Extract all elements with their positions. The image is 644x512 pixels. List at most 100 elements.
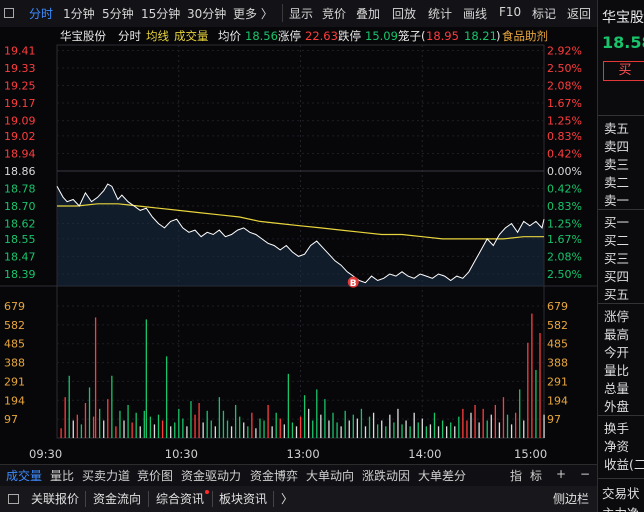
volume-bar: [88, 387, 91, 438]
draw-button[interactable]: 画线: [463, 7, 488, 21]
volume-bar: [230, 426, 233, 438]
volume-bar: [243, 422, 245, 438]
sidebar-label-12: 今开: [604, 345, 630, 360]
volume-bar: [543, 414, 545, 438]
volume-bar: [433, 412, 436, 438]
overlay-button[interactable]: 叠加: [356, 7, 381, 21]
price-tick-0: 19.41: [4, 44, 36, 57]
tab-5min[interactable]: 5分钟: [102, 7, 134, 21]
volume-bar: [202, 422, 204, 438]
auction-button[interactable]: 竞价: [322, 7, 347, 21]
related-quotes-button[interactable]: 关联报价: [31, 492, 80, 506]
tab-timeshare[interactable]: 分时: [29, 7, 54, 21]
volume-bar: [377, 424, 379, 438]
volume-bar: [111, 375, 113, 438]
time-label-3: 14:00: [408, 447, 441, 461]
tab-volume-ratio[interactable]: 量比: [50, 469, 75, 483]
buy-button[interactable]: 买: [603, 61, 644, 81]
volume-bar: [360, 408, 363, 438]
price-tick-6: 18.94: [4, 147, 36, 160]
vol-tick-left-5: 194: [4, 394, 25, 407]
display-button[interactable]: 显示: [289, 7, 314, 21]
tab-volume[interactable]: 成交量: [6, 469, 43, 483]
volume-bar: [198, 403, 200, 438]
volume-bar: [186, 426, 188, 438]
volume-bar: [397, 408, 399, 438]
zoom-in-button[interactable]: +: [556, 467, 567, 481]
indicator-button[interactable]: 指: [510, 469, 523, 483]
tab-fund-drive[interactable]: 资金驱动力: [181, 469, 242, 483]
volume-bar: [531, 313, 533, 438]
cage-close: ): [496, 29, 501, 43]
volume-bar: [194, 414, 196, 438]
volume-bar: [474, 404, 476, 438]
volume-bar: [462, 408, 464, 438]
buy-marker-label: B: [350, 279, 357, 289]
volume-bar: [401, 424, 403, 438]
volume-bar: [519, 389, 521, 438]
sidebar-label-5: 买一: [604, 215, 630, 230]
volume-bar: [206, 410, 208, 438]
news-button[interactable]: 综合资讯: [156, 492, 205, 506]
f10-button[interactable]: F10: [499, 5, 522, 19]
pct-tick-2: 2.08%: [547, 80, 582, 93]
volume-bar: [506, 414, 509, 438]
panel-toggle-icon[interactable]: [8, 494, 19, 504]
vol-tick-left-6: 97: [4, 413, 18, 426]
volume-bar: [356, 418, 359, 438]
volume-bar: [157, 414, 160, 438]
volume-bar: [510, 424, 513, 438]
volume-bar: [84, 403, 87, 438]
tab-fund-game[interactable]: 资金博弈: [250, 469, 299, 483]
fund-flow-button[interactable]: 资金流向: [93, 492, 142, 506]
tab-15min[interactable]: 15分钟: [141, 7, 181, 21]
indicator-button-2[interactable]: 标: [530, 469, 543, 483]
tab-big-order-diff[interactable]: 大单差分: [418, 469, 467, 483]
volume-bar: [143, 410, 145, 438]
tab-more[interactable]: 更多 〉: [233, 7, 273, 21]
stock-name: 华宝股份: [60, 29, 106, 43]
pct-tick-3: 1.67%: [547, 97, 582, 110]
sidebar-label-0: 卖五: [604, 121, 630, 136]
replay-button[interactable]: 回放: [392, 7, 417, 21]
volume-bar: [68, 375, 70, 438]
tab-auction-chart[interactable]: 竞价图: [137, 469, 174, 483]
chevron-right-icon[interactable]: 〉: [281, 492, 294, 506]
volume-bar: [409, 426, 411, 438]
sidebar-label-2: 卖三: [604, 157, 630, 172]
volume-bar: [178, 408, 180, 438]
layout-icon[interactable]: [4, 8, 14, 18]
vol-tick-right-4: 291: [547, 375, 568, 388]
back-button[interactable]: 返回: [567, 7, 592, 21]
volume-bar: [348, 420, 350, 438]
tab-big-order[interactable]: 大单动向: [306, 469, 355, 483]
vol-tick-right-0: 679: [547, 300, 568, 313]
price-line: [56, 183, 545, 284]
sidebar-toggle-button[interactable]: 侧边栏: [553, 492, 590, 506]
volume-bar: [446, 426, 448, 438]
limit-down-label: 跌停: [338, 29, 361, 43]
volume-bar: [165, 356, 168, 438]
stats-button[interactable]: 统计: [428, 7, 453, 21]
tab-change-cause[interactable]: 涨跌动因: [362, 469, 411, 483]
mode-label: 分时: [118, 29, 141, 43]
vol-tick-right-3: 388: [547, 357, 568, 370]
price-tick-8: 18.78: [4, 183, 36, 196]
volume-bar: [149, 416, 152, 438]
vol-tick-left-3: 388: [4, 357, 25, 370]
limit-up-label: 涨停: [278, 29, 301, 43]
pct-tick-6: 0.42%: [547, 147, 582, 160]
trade-status-label: 交易状: [602, 486, 640, 501]
tab-1min[interactable]: 1分钟: [63, 7, 95, 21]
tab-30min[interactable]: 30分钟: [187, 7, 227, 21]
volume-bar: [458, 416, 460, 438]
tab-buy-sell-force[interactable]: 买卖力道: [82, 469, 131, 483]
price-tick-12: 18.47: [4, 250, 36, 263]
sector-news-button[interactable]: 板块资讯: [219, 492, 268, 506]
volume-bar: [64, 397, 66, 438]
volume-bar: [226, 420, 229, 438]
intraday-chart[interactable]: 华宝股份 分时 均线 成交量 均价 18.56 涨停 22.63 跌停 15.0…: [0, 27, 597, 464]
zoom-out-button[interactable]: −: [580, 467, 591, 481]
mark-button[interactable]: 标记: [532, 7, 557, 21]
volume-bar: [255, 428, 257, 438]
